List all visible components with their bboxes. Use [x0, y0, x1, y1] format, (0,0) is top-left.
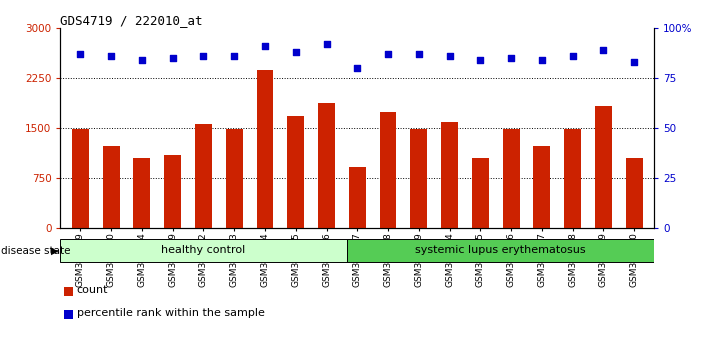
Bar — [287, 116, 304, 228]
Bar — [564, 129, 581, 228]
Point — [321, 41, 332, 47]
Bar — [410, 129, 427, 228]
Text: healthy control: healthy control — [161, 245, 245, 255]
Bar — [626, 158, 643, 228]
Bar — [472, 158, 488, 228]
Point — [198, 53, 209, 59]
Bar — [349, 167, 365, 228]
Point — [167, 56, 178, 61]
Point — [629, 59, 640, 65]
Point — [290, 50, 301, 55]
Bar — [441, 122, 458, 228]
Text: count: count — [77, 285, 108, 295]
Bar — [195, 124, 212, 228]
Bar — [60, 239, 346, 262]
Point — [75, 51, 86, 57]
Point — [444, 53, 455, 59]
Bar — [64, 287, 73, 296]
Bar — [72, 129, 89, 228]
Point — [260, 44, 271, 49]
Point — [506, 56, 517, 61]
Bar — [257, 70, 274, 228]
Bar — [226, 129, 242, 228]
Point — [383, 51, 394, 57]
Text: GDS4719 / 222010_at: GDS4719 / 222010_at — [60, 14, 203, 27]
Point — [598, 47, 609, 53]
Bar — [380, 112, 397, 228]
Bar — [346, 239, 654, 262]
Bar — [64, 310, 73, 319]
Text: percentile rank within the sample: percentile rank within the sample — [77, 308, 264, 318]
Point — [105, 53, 117, 59]
Bar — [503, 129, 520, 228]
Bar — [102, 146, 119, 228]
Point — [475, 57, 486, 63]
Point — [228, 53, 240, 59]
Point — [536, 57, 547, 63]
Text: ▶: ▶ — [51, 246, 59, 256]
Bar — [318, 103, 335, 228]
Text: disease state: disease state — [1, 246, 71, 256]
Point — [413, 51, 424, 57]
Bar — [134, 158, 151, 228]
Bar — [533, 146, 550, 228]
Bar — [164, 155, 181, 228]
Text: systemic lupus erythematosus: systemic lupus erythematosus — [415, 245, 586, 255]
Bar — [595, 105, 612, 228]
Point — [567, 53, 578, 59]
Point — [352, 65, 363, 71]
Point — [137, 57, 148, 63]
